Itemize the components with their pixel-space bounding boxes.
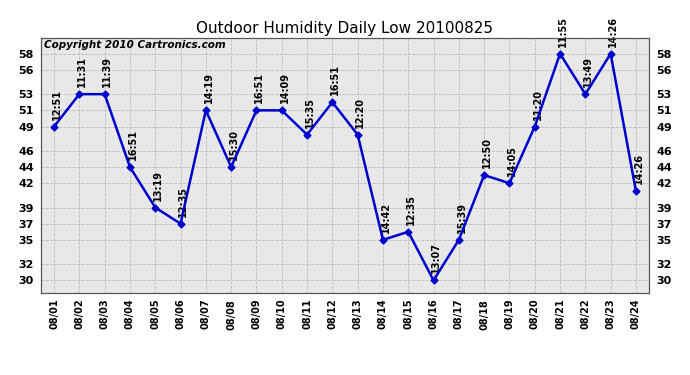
Text: 11:31: 11:31 <box>77 56 87 87</box>
Text: 11:20: 11:20 <box>533 88 542 120</box>
Text: 12:20: 12:20 <box>355 97 366 128</box>
Text: 14:26: 14:26 <box>609 16 618 47</box>
Text: 12:35: 12:35 <box>178 186 188 217</box>
Text: 14:05: 14:05 <box>507 145 518 176</box>
Text: 12:50: 12:50 <box>482 137 492 168</box>
Text: 13:19: 13:19 <box>153 170 163 201</box>
Text: 12:35: 12:35 <box>406 194 416 225</box>
Title: Outdoor Humidity Daily Low 20100825: Outdoor Humidity Daily Low 20100825 <box>197 21 493 36</box>
Text: 13:49: 13:49 <box>583 56 593 87</box>
Text: 14:26: 14:26 <box>633 153 644 184</box>
Text: 14:09: 14:09 <box>279 72 290 104</box>
Text: 13:07: 13:07 <box>431 242 442 273</box>
Text: 15:30: 15:30 <box>229 129 239 160</box>
Text: 14:42: 14:42 <box>381 202 391 233</box>
Text: Copyright 2010 Cartronics.com: Copyright 2010 Cartronics.com <box>44 40 226 50</box>
Text: 11:39: 11:39 <box>102 56 112 87</box>
Text: 15:35: 15:35 <box>305 97 315 128</box>
Text: 16:51: 16:51 <box>254 72 264 104</box>
Text: 11:55: 11:55 <box>558 16 568 47</box>
Text: 15:39: 15:39 <box>457 202 466 233</box>
Text: 12:51: 12:51 <box>52 88 62 120</box>
Text: 16:51: 16:51 <box>128 129 138 160</box>
Text: 14:19: 14:19 <box>204 72 214 104</box>
Text: 16:51: 16:51 <box>330 64 340 95</box>
